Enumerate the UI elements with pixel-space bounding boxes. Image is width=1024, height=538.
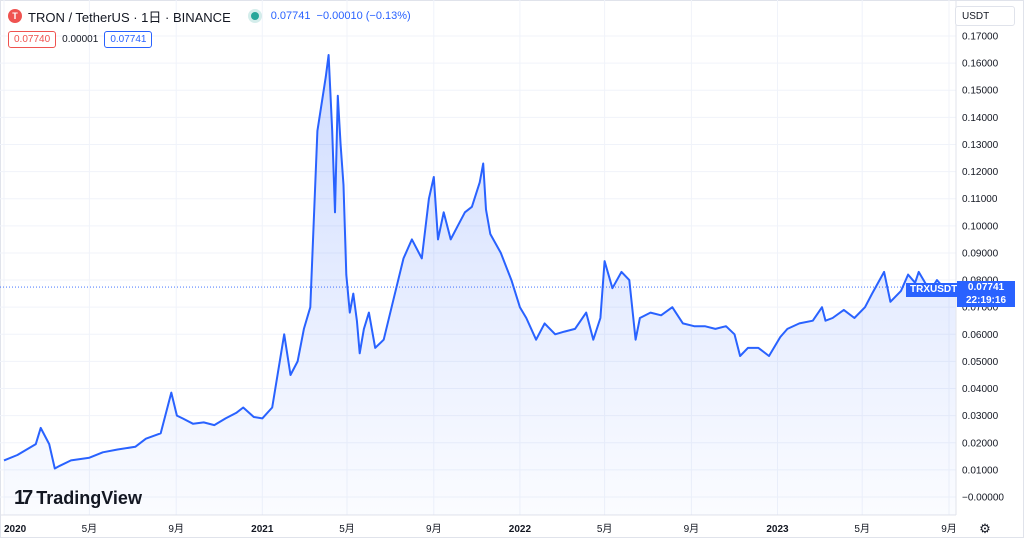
bid-ask-row: 0.07740 0.00001 0.07741 bbox=[8, 31, 153, 48]
x-tick-label: 9月 bbox=[168, 523, 184, 535]
x-tick-label: 5月 bbox=[339, 523, 355, 535]
y-tick-label: −0.00000 bbox=[962, 493, 1004, 504]
symbol-title[interactable]: TRON / TetherUS · 1日 · BINANCE bbox=[28, 9, 231, 25]
y-tick-label: 0.03000 bbox=[962, 411, 999, 422]
tradingview-logo[interactable]: 17 TradingView bbox=[14, 487, 142, 510]
bid-price-button[interactable]: 0.07740 bbox=[8, 31, 57, 48]
tradingview-mark-icon: 17 bbox=[14, 487, 33, 509]
y-tick-label: 0.17000 bbox=[962, 32, 999, 43]
x-tick-label: 9月 bbox=[941, 523, 957, 535]
x-tick-label: 5月 bbox=[854, 523, 870, 535]
y-tick-label: 0.02000 bbox=[962, 438, 999, 449]
tron-logo-icon: T bbox=[8, 9, 22, 23]
chart-header: T TRON / TetherUS · 1日 · BINANCE 0.07741… bbox=[8, 6, 411, 26]
ask-price-button[interactable]: 0.07741 bbox=[104, 31, 153, 48]
y-tick-label: 0.05000 bbox=[962, 357, 999, 368]
currency-selector[interactable]: USDT bbox=[955, 6, 1015, 26]
y-tick-label: 0.15000 bbox=[962, 86, 999, 97]
settings-gear-icon[interactable]: ⚙ bbox=[979, 521, 991, 536]
y-tick-label: 0.16000 bbox=[962, 59, 999, 70]
price-tag-price: 0.07741 bbox=[967, 282, 1005, 293]
x-tick-label: 2022 bbox=[509, 524, 532, 535]
brand-name: TradingView bbox=[36, 488, 142, 508]
x-tick-label: 9月 bbox=[426, 523, 442, 535]
market-status-dot bbox=[250, 12, 259, 20]
y-tick-label: 0.01000 bbox=[962, 465, 999, 476]
spread-value: 0.00001 bbox=[62, 34, 99, 45]
x-tick-label: 5月 bbox=[82, 523, 98, 535]
x-tick-label: 2020 bbox=[4, 524, 27, 535]
x-tick-label: 5月 bbox=[597, 523, 613, 535]
price-area-fill bbox=[4, 55, 956, 515]
y-tick-label: 0.14000 bbox=[962, 113, 999, 124]
price-tag-symbol: TRXUSDT bbox=[906, 283, 962, 297]
y-tick-label: 0.10000 bbox=[962, 221, 999, 232]
y-tick-label: 0.06000 bbox=[962, 330, 999, 341]
y-tick-label: 0.11000 bbox=[962, 194, 998, 205]
price-change: −0.00010 (−0.13%) bbox=[316, 10, 411, 22]
x-tick-label: 9月 bbox=[684, 523, 700, 535]
price-tag-value: 0.07741 22:19:16 bbox=[957, 281, 1015, 307]
price-tag-countdown: 22:19:16 bbox=[965, 295, 1007, 306]
y-tick-label: 0.09000 bbox=[962, 248, 999, 259]
y-tick-label: 0.12000 bbox=[962, 167, 999, 178]
last-price: 0.07741 bbox=[270, 10, 311, 22]
y-tick-label: 0.07000 bbox=[962, 303, 999, 314]
x-tick-label: 2023 bbox=[766, 524, 789, 535]
x-tick-label: 2021 bbox=[251, 524, 274, 535]
y-tick-label: 0.13000 bbox=[962, 140, 999, 151]
current-price-tag: TRXUSDT 0.07741 22:19:16 bbox=[906, 281, 1018, 307]
price-series-line bbox=[3, 54, 956, 470]
y-tick-label: 0.04000 bbox=[962, 384, 999, 395]
